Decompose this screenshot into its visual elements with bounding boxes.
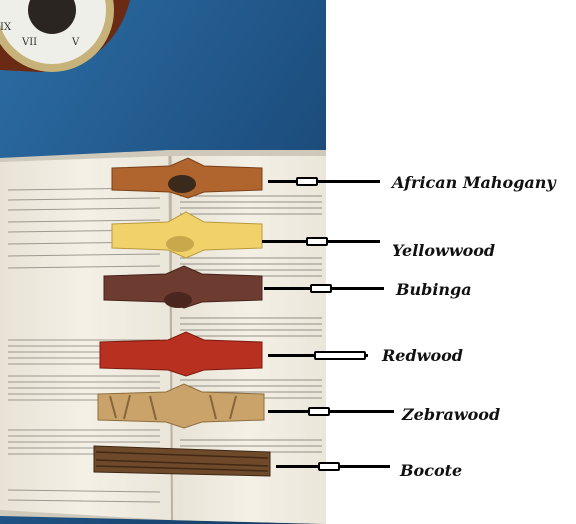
svg-text:IX: IX (0, 22, 12, 33)
pointer-bubinga (264, 284, 384, 293)
wood-clip-redwood (99, 331, 263, 377)
wood-clip-zebrawood (97, 383, 265, 429)
svg-text:V: V (71, 37, 80, 48)
label-bubinga: Bubinga (396, 280, 472, 299)
photo: VII V IX (0, 0, 326, 524)
wood-clip-african-mahogany (111, 157, 263, 199)
label-redwood: Redwood (382, 346, 463, 365)
label-zebrawood: Zebrawood (402, 405, 501, 424)
pointer-bocote (276, 462, 390, 471)
wood-clip-bocote (93, 445, 271, 477)
pointer-yellowwood (262, 237, 380, 246)
label-african-mahogany: African Mahogany (392, 173, 556, 192)
pointer-redwood (268, 351, 368, 360)
label-yellowwood: Yellowwood (392, 241, 496, 260)
wood-clip-bubinga (103, 265, 263, 309)
wood-clip-yellowwood (111, 211, 263, 259)
label-bocote: Bocote (400, 461, 463, 480)
photo-svg: VII V IX (0, 0, 326, 524)
pointer-zebrawood (268, 407, 394, 416)
pointer-african-mahogany (268, 177, 380, 186)
clock: VII V IX (0, 0, 130, 72)
svg-text:VII: VII (21, 37, 37, 48)
